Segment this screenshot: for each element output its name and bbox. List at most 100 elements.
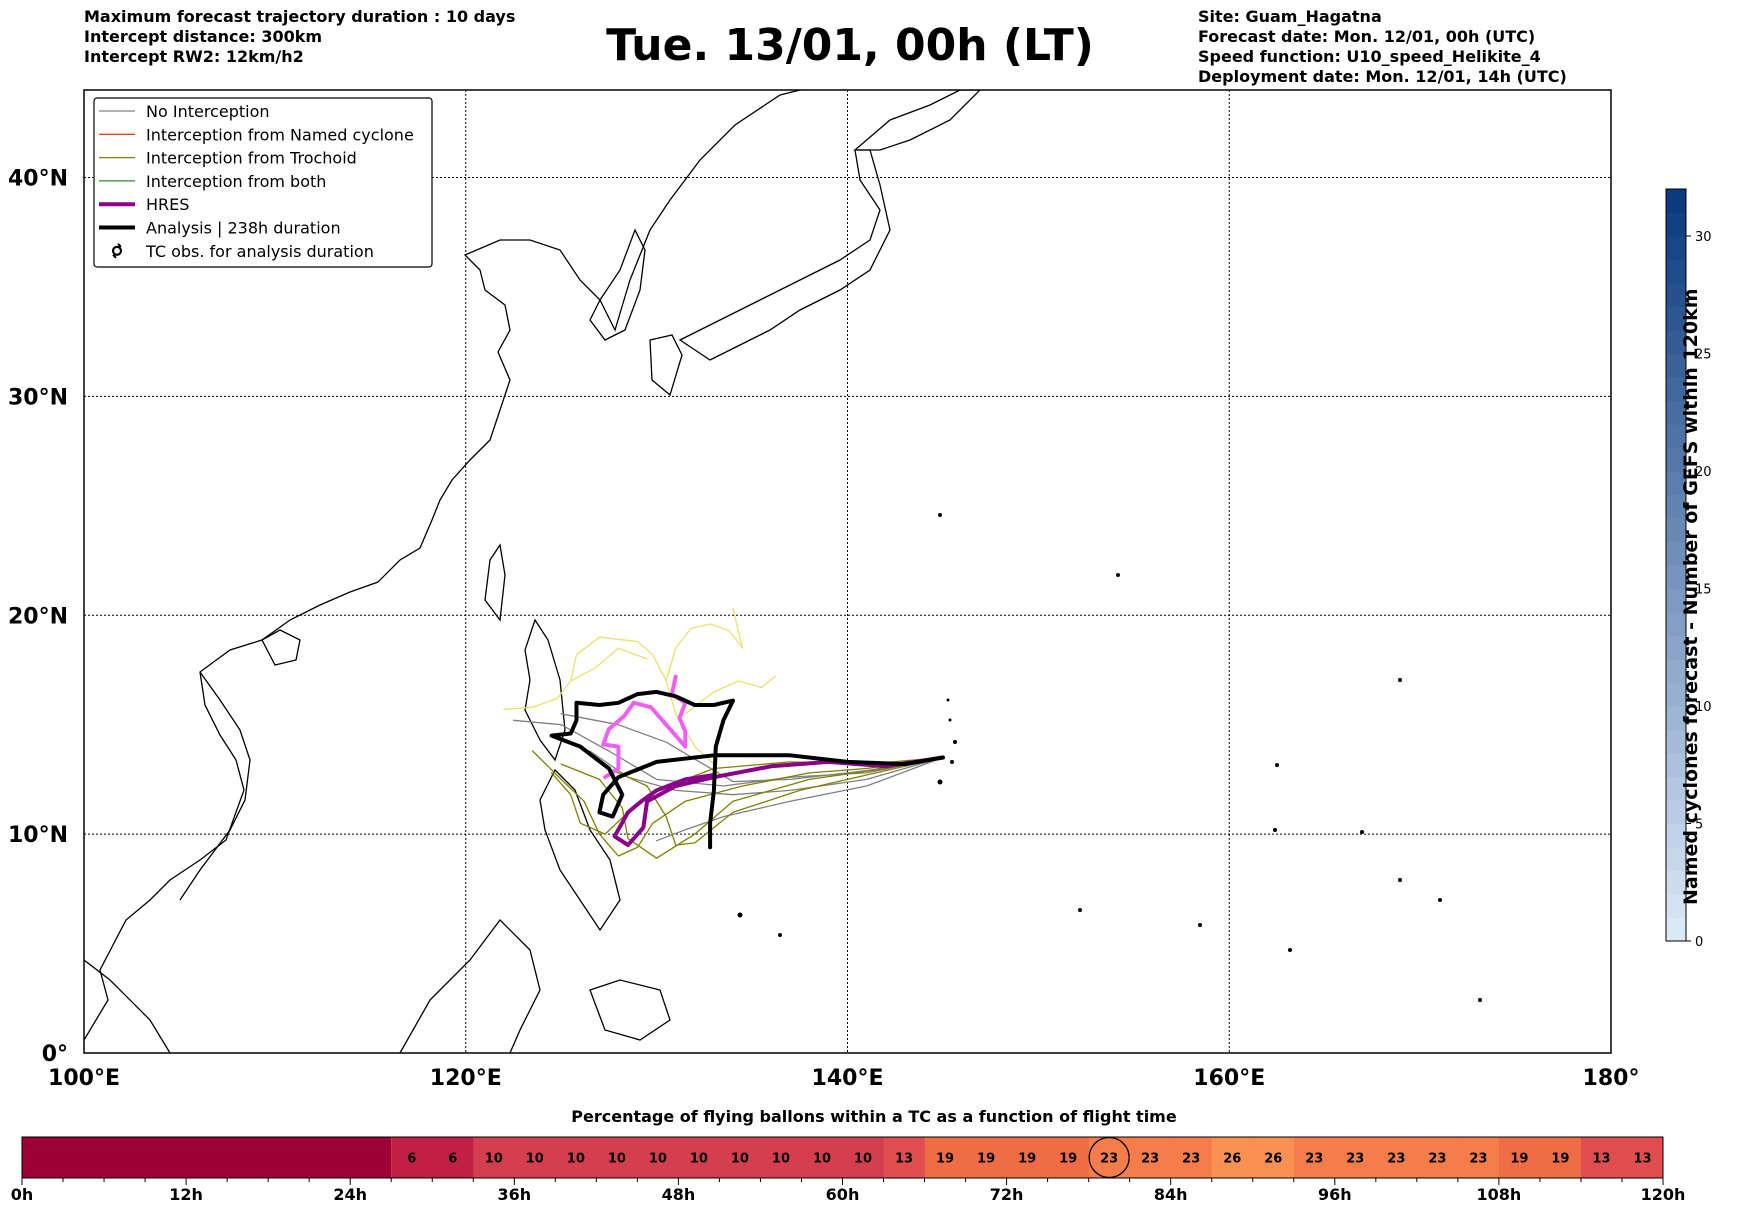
colorbar-step-20 bbox=[1666, 447, 1686, 472]
colorbar-tick-label-0: 0 bbox=[1695, 935, 1703, 950]
legend-label-tc-obs-for-analysis-duration: TC obs. for analysis duration bbox=[145, 242, 374, 261]
strip-cell-value-7: 10 bbox=[690, 1152, 708, 1167]
speed-function-text: Speed function: U10_speed_Helikite_4 bbox=[1198, 47, 1541, 66]
no-interception-track-1 bbox=[655, 756, 944, 842]
lat-label-2: 20°N bbox=[8, 604, 68, 629]
coastline-mindanao bbox=[589, 979, 671, 1041]
strip-cell-value-16: 19 bbox=[1059, 1152, 1077, 1167]
strip-cell-value-12: 13 bbox=[895, 1152, 913, 1167]
strip-cell-value-2: 10 bbox=[485, 1152, 503, 1167]
colorbar-step-2 bbox=[1666, 870, 1686, 895]
strip-cell-1 bbox=[432, 1137, 474, 1178]
strip-cell-value-3: 10 bbox=[526, 1152, 544, 1167]
colorbar-step-16 bbox=[1666, 541, 1686, 566]
colorbar-step-7 bbox=[1666, 753, 1686, 778]
colorbar-step-8 bbox=[1666, 729, 1686, 754]
island-guam bbox=[937, 779, 943, 785]
cyclone-colorbar: 0 5 10 15 20 25 30 bbox=[1665, 188, 1712, 950]
strip-cell-9 bbox=[760, 1137, 802, 1178]
island-marshall-2 bbox=[1360, 830, 1364, 834]
strip-cell-value-9: 10 bbox=[772, 1152, 790, 1167]
colorbar-frame bbox=[1665, 188, 1687, 942]
strip-cell-value-4: 10 bbox=[567, 1152, 585, 1167]
island-kiribati bbox=[1478, 998, 1482, 1002]
colorbar-step-1 bbox=[1666, 894, 1686, 919]
colorbar-step-26 bbox=[1666, 306, 1686, 331]
forecast-settings-block: Maximum forecast trajectory duration : 1… bbox=[84, 7, 515, 67]
deployment-date-text: Deployment date: Mon. 12/01, 14h (UTC) bbox=[1198, 67, 1567, 86]
strip-cell-5 bbox=[596, 1137, 638, 1178]
trochoid-forecast-track-2 bbox=[684, 675, 776, 715]
cyclone-symbol-icon bbox=[111, 245, 123, 256]
colorbar-step-3 bbox=[1666, 847, 1686, 872]
colorbar-step-10 bbox=[1666, 682, 1686, 707]
strip-tick-label-0: 0h bbox=[11, 1185, 34, 1204]
strip-cell-value-25: 23 bbox=[1428, 1152, 1446, 1167]
legend-label-hres: HRES bbox=[146, 195, 189, 214]
colorbar-step-17 bbox=[1666, 518, 1686, 543]
strip-cell-value-5: 10 bbox=[608, 1152, 626, 1167]
strip-cell-12 bbox=[883, 1137, 926, 1178]
strip-cell-value-14: 19 bbox=[977, 1152, 995, 1167]
colorbar-step-5 bbox=[1666, 800, 1686, 825]
strip-cell-3 bbox=[514, 1137, 556, 1178]
latitude-labels: 0° 10°N 20°N 30°N 40°N bbox=[8, 167, 68, 1067]
colorbar-step-9 bbox=[1666, 706, 1686, 731]
strip-cell-value-6: 10 bbox=[649, 1152, 667, 1167]
trochoid-forecast-track-3 bbox=[570, 647, 648, 682]
legend-box bbox=[93, 97, 433, 268]
tc-percentage-strip: 6 6 10 10 10 10 10 10 10 10 10 10 13 19 19 19 19 23 23 23 26… bbox=[11, 1136, 1686, 1204]
lat-label-4: 40°N bbox=[8, 167, 68, 192]
colorbar-step-19 bbox=[1666, 471, 1686, 496]
strip-cell-4 bbox=[555, 1137, 597, 1178]
colorbar-step-29 bbox=[1666, 236, 1686, 261]
strip-cell-18 bbox=[1129, 1137, 1172, 1178]
trochoid-interception-track-0 bbox=[531, 750, 944, 857]
island-marshall-4 bbox=[1438, 898, 1442, 902]
strip-zero-segment bbox=[22, 1137, 392, 1178]
strip-cell-value-30: 13 bbox=[1633, 1152, 1651, 1167]
intercept-rw2-text: Intercept RW2: 12km/h2 bbox=[84, 47, 304, 66]
cyclone-symbol-arms bbox=[112, 243, 122, 259]
lon-label-0: 100°E bbox=[48, 1066, 120, 1091]
legend-label-analysis-238h-duration: Analysis | 238h duration bbox=[146, 219, 341, 238]
strip-tick-label-8: 96h bbox=[1318, 1185, 1352, 1204]
colorbar-step-14 bbox=[1666, 588, 1686, 613]
site-text: Site: Guam_Hagatna bbox=[1198, 7, 1382, 26]
legend-label-interception-from-trochoid: Interception from Trochoid bbox=[146, 149, 357, 168]
coastline-taiwan bbox=[484, 543, 506, 622]
strip-cell-27 bbox=[1498, 1137, 1541, 1178]
island-marcus bbox=[1275, 763, 1279, 767]
strip-cell-26 bbox=[1457, 1137, 1500, 1178]
strip-cell-22 bbox=[1293, 1137, 1336, 1178]
strip-cell-16 bbox=[1047, 1137, 1090, 1178]
colorbar-step-27 bbox=[1666, 283, 1686, 308]
island-mariana-1 bbox=[950, 760, 954, 764]
strip-title: Percentage of flying ballons within a TC… bbox=[571, 1107, 1177, 1126]
colorbar-step-4 bbox=[1666, 823, 1686, 848]
colorbar-step-18 bbox=[1666, 494, 1686, 519]
map-title: Tue. 13/01, 00h (LT) bbox=[606, 20, 1094, 71]
colorbar-tick-label-4: 20 bbox=[1695, 465, 1712, 480]
island-carolines-1 bbox=[1078, 908, 1082, 912]
legend-label-interception-from-both: Interception from both bbox=[146, 172, 326, 191]
colorbar-step-31 bbox=[1666, 189, 1686, 214]
colorbar-tick-label-2: 10 bbox=[1695, 700, 1712, 715]
strip-tick-label-10: 120h bbox=[1641, 1185, 1686, 1204]
island-carolines-4 bbox=[778, 933, 782, 937]
island-marshall-3 bbox=[1398, 878, 1402, 882]
colorbar-label: Named cyclones forecast - Number of GEFS… bbox=[1680, 288, 1702, 905]
legend-label-interception-from-named-cyclone: Interception from Named cyclone bbox=[146, 125, 414, 144]
coastline-philippines-luzon bbox=[524, 618, 566, 762]
colorbar-step-21 bbox=[1666, 424, 1686, 449]
islands-layer bbox=[737, 513, 1482, 1002]
island-bonin bbox=[938, 513, 942, 517]
coastline-layer bbox=[84, 90, 981, 1053]
hres-tc-segment bbox=[601, 674, 688, 780]
strip-cell-value-13: 19 bbox=[936, 1152, 954, 1167]
coastline-japan-hokkaido bbox=[853, 90, 981, 151]
strip-cell-value-18: 23 bbox=[1141, 1152, 1159, 1167]
intercept-distance-text: Intercept distance: 300km bbox=[84, 27, 323, 46]
strip-cell-value-15: 19 bbox=[1018, 1152, 1036, 1167]
island-mariana-3 bbox=[948, 718, 952, 722]
